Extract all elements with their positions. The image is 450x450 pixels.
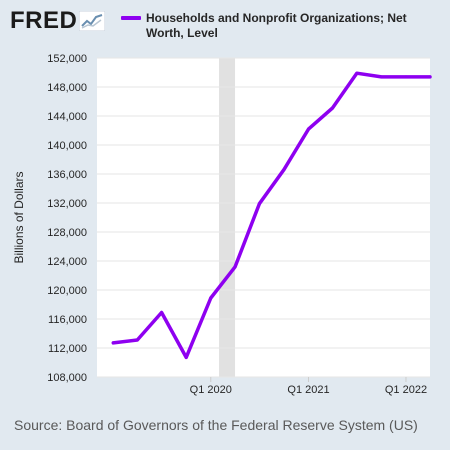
recession-band-0	[219, 58, 236, 377]
y-tick-label-5: 128,000	[47, 227, 87, 239]
data-point-12	[404, 75, 408, 79]
y-tick-label-11: 152,000	[47, 53, 87, 65]
data-point-11	[379, 75, 383, 79]
x-axis-ticks: Q1 2020 Q1 2021 Q1 2022	[190, 377, 427, 396]
y-axis-label: Billions of Dollars	[12, 171, 26, 263]
series-layer	[111, 71, 432, 360]
legend-swatch	[121, 16, 141, 20]
chart-header: FRED Households and Nonprofit Organizati…	[0, 0, 450, 52]
y-tick-label-9: 144,000	[47, 111, 87, 123]
y-tick-label-8: 140,000	[47, 140, 87, 152]
data-point-4	[209, 296, 213, 300]
data-point-13	[428, 75, 432, 79]
source-note: Source: Board of Governors of the Federa…	[14, 417, 418, 433]
fred-logo-text: FRED	[10, 7, 78, 34]
data-point-7	[282, 168, 286, 172]
chart-legend: Households and Nonprofit Organizations; …	[121, 11, 441, 41]
data-point-6	[257, 202, 261, 206]
recession-shading	[219, 58, 236, 377]
data-point-10	[355, 71, 359, 75]
y-tick-label-7: 136,000	[47, 169, 87, 181]
y-tick-label-3: 120,000	[47, 285, 87, 297]
data-point-0	[111, 341, 115, 345]
line-chart: 108,000 112,000 116,000 120,000 124,000 128,0…	[12, 53, 432, 396]
data-point-1	[135, 338, 139, 342]
y-tick-label-6: 132,000	[47, 198, 87, 210]
y-tick-label-10: 148,000	[47, 82, 87, 94]
line-graph-icon	[79, 11, 106, 31]
series-line-0	[111, 71, 432, 360]
y-tick-label-0: 108,000	[47, 372, 87, 384]
data-point-5	[233, 265, 237, 269]
data-point-8	[306, 127, 310, 131]
x-tick-label-1: Q1 2021	[287, 384, 329, 396]
fred-logo[interactable]: FRED	[10, 7, 106, 34]
data-point-3	[184, 355, 188, 359]
legend-label: Households and Nonprofit Organizations; …	[146, 11, 407, 40]
data-point-2	[160, 310, 164, 314]
x-tick-label-2: Q1 2022	[385, 384, 427, 396]
data-point-9	[331, 106, 335, 110]
y-tick-label-2: 116,000	[48, 314, 87, 326]
grid-lines	[97, 57, 430, 378]
x-tick-label-0: Q1 2020	[190, 384, 232, 396]
y-tick-label-1: 112,000	[48, 343, 87, 355]
y-axis-ticks: 108,000 112,000 116,000 120,000 124,000 128,0…	[47, 53, 87, 384]
y-tick-label-4: 124,000	[47, 256, 87, 268]
